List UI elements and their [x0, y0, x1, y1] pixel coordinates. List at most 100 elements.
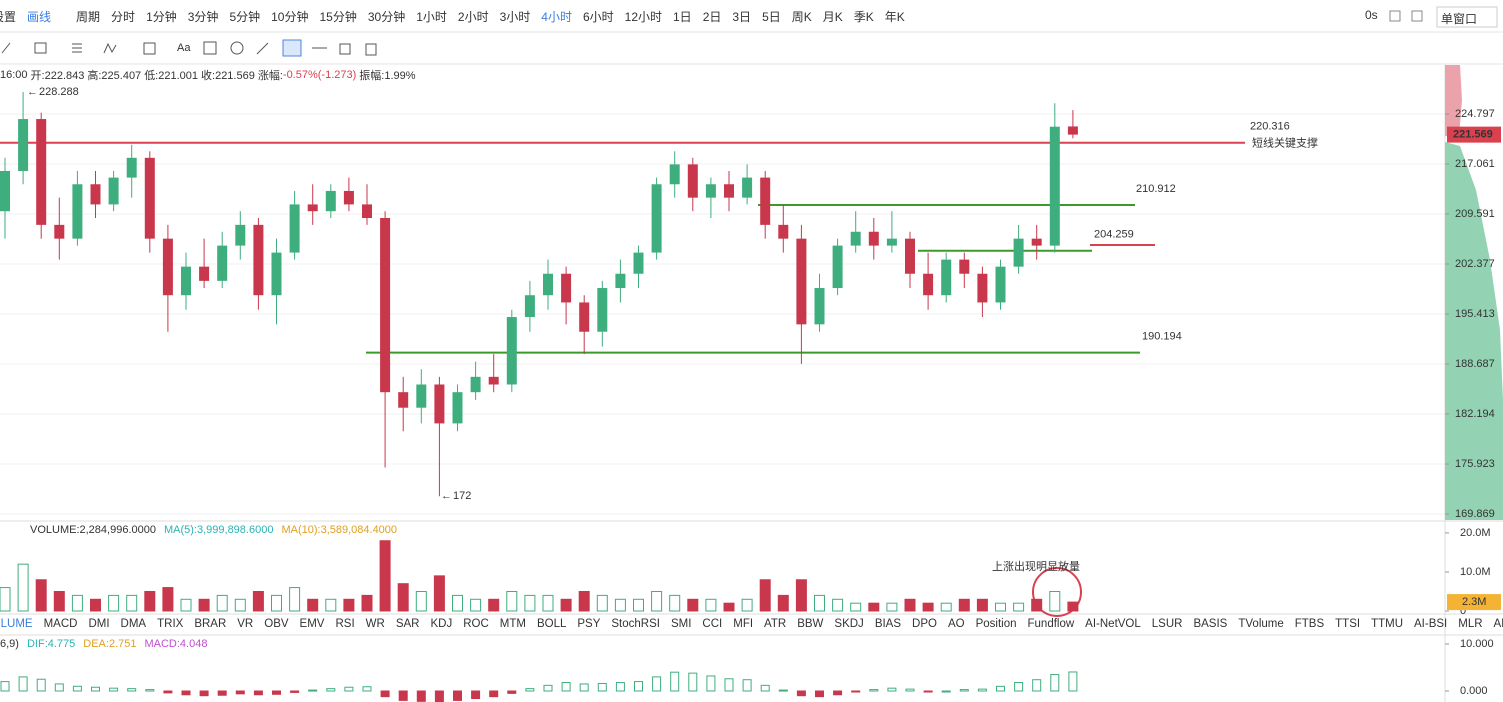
candle-body — [434, 384, 445, 424]
indicator-tab[interactable]: AI-BSI — [1414, 618, 1448, 630]
indicator-tab[interactable]: MTM — [499, 618, 526, 630]
indicator-tab[interactable]: MLR — [1458, 618, 1483, 630]
indicator-tab[interactable]: WR — [365, 618, 385, 630]
indicator-tab[interactable]: BASIS — [1193, 618, 1228, 630]
info-high: 高:225.407 — [87, 70, 142, 82]
period-option[interactable]: 3小时 — [499, 10, 531, 24]
indicator-tab[interactable]: DMA — [120, 618, 147, 630]
macd-bar — [362, 686, 372, 692]
indicator-tab[interactable]: SKDJ — [834, 618, 864, 630]
period-option[interactable]: 2日 — [702, 10, 722, 24]
period-option[interactable]: 年K — [884, 10, 905, 24]
tool-icons — [1, 39, 377, 57]
indicator-tab[interactable]: BBW — [797, 618, 824, 630]
period-option[interactable]: 1日 — [673, 10, 692, 24]
volume-ma5: MA(5):3,999,898.6000 — [163, 524, 274, 536]
indicator-tab[interactable]: PSY — [577, 618, 601, 630]
indicator-tab[interactable]: StochRSI — [611, 618, 660, 630]
indicator-tab[interactable]: CCI — [702, 618, 723, 630]
indicator-tab[interactable]: BIAS — [874, 618, 902, 630]
period-option[interactable]: 分时 — [111, 10, 136, 24]
macd-bar — [145, 689, 155, 692]
indicator-tab[interactable]: Fundflow — [1027, 618, 1075, 630]
indicator-tab[interactable]: AO — [947, 618, 965, 630]
period-option[interactable]: 5分钟 — [229, 10, 261, 24]
period-option[interactable]: 周K — [791, 10, 812, 24]
indicator-tab[interactable]: BOLL — [536, 618, 567, 630]
volume-bar — [90, 598, 101, 612]
refresh[interactable]: 0s — [1365, 8, 1378, 22]
high-arrow: ← — [27, 86, 38, 98]
indicator-tab[interactable]: Position — [975, 618, 1017, 630]
period-option[interactable]: 月K — [822, 10, 843, 24]
indicator-tab[interactable]: TTSI — [1335, 618, 1361, 630]
indicator-tab[interactable]: TTMU — [1371, 618, 1403, 630]
window-select-box[interactable] — [1436, 6, 1498, 28]
level-label: 220.316 — [1250, 121, 1290, 133]
indicator-tab[interactable]: EMV — [299, 618, 325, 630]
period-option[interactable]: 3分钟 — [187, 10, 219, 24]
info-change_label: 涨幅: — [257, 70, 283, 82]
indicator-tab[interactable]: VR — [237, 618, 254, 630]
draw-button[interactable]: 画线 — [27, 10, 52, 24]
indicator-tabs: VOLUME MACD DMI DMA TRIX BRAR VR OBV EMV RSI WR SAR… — [0, 618, 1503, 630]
indicator-tab[interactable]: FTBS — [1294, 618, 1325, 630]
candle-body — [416, 384, 427, 408]
indicator-tab[interactable]: DPO — [912, 618, 937, 630]
indicator-tab[interactable]: MACD — [43, 618, 78, 630]
candle-body — [343, 190, 354, 205]
macd-bar — [760, 684, 770, 692]
candle-body — [995, 266, 1006, 303]
indicator-tab[interactable]: SMI — [670, 618, 692, 630]
macd-bar — [453, 690, 462, 701]
indicator-tab[interactable]: LSUR — [1151, 618, 1183, 630]
period-label[interactable]: 周期 — [76, 10, 101, 24]
indicator-tab[interactable]: TRIX — [157, 618, 184, 630]
period-option[interactable]: 4小时 — [541, 10, 572, 24]
y-tick-label: 169.869 — [1455, 508, 1495, 520]
indicator-tab[interactable]: VOLUME — [0, 618, 33, 630]
candle-body — [380, 218, 391, 393]
indicator-tab[interactable]: AI-NetVOL — [1085, 618, 1141, 630]
candle-body — [362, 204, 372, 219]
indicator-tab[interactable]: MFI — [733, 618, 754, 630]
macd-bar — [996, 685, 1005, 692]
volume-bar — [198, 598, 210, 612]
volume-bar — [596, 594, 608, 612]
volume-bar — [723, 602, 735, 612]
candle-body — [253, 224, 264, 296]
candle-body — [778, 224, 789, 239]
indicator-tab[interactable]: OBV — [264, 618, 289, 630]
volume-bar — [741, 598, 753, 612]
period-option[interactable]: 10分钟 — [271, 10, 309, 24]
y-tick-label: 10.0M — [1460, 566, 1491, 578]
period-option[interactable]: 季K — [853, 10, 874, 24]
indicator-tab[interactable]: ATR — [764, 618, 787, 630]
period-option[interactable]: 1分钟 — [146, 10, 177, 24]
macd-bar — [217, 690, 227, 696]
period-option[interactable]: 12小时 — [624, 10, 662, 24]
period-option[interactable]: 15分钟 — [319, 10, 357, 24]
volume-bar — [216, 594, 228, 612]
info-close: 收:221.569 — [201, 70, 255, 82]
period-option[interactable]: 2小时 — [457, 10, 489, 24]
indicator-tab[interactable]: SAR — [395, 618, 420, 630]
indicator-tab[interactable]: RSI — [335, 618, 355, 630]
text-tool[interactable]: Aa — [177, 42, 191, 54]
indicator-tab[interactable]: AI-PD — [1493, 618, 1503, 630]
candle-body — [271, 252, 282, 296]
indicator-tab[interactable]: ROC — [463, 618, 489, 630]
settings-button[interactable]: 设置 — [0, 10, 17, 24]
period-option[interactable]: 1小时 — [416, 10, 447, 24]
period-option[interactable]: 6小时 — [582, 10, 614, 24]
indicator-tab[interactable]: KDJ — [430, 618, 453, 630]
indicator-tab[interactable]: BRAR — [194, 618, 227, 630]
candle-body — [162, 238, 173, 296]
window-select[interactable]: 单窗口 — [1441, 12, 1478, 26]
indicator-tab[interactable]: TVolume — [1238, 618, 1284, 630]
volume-bar — [415, 590, 427, 612]
period-option[interactable]: 30分钟 — [367, 10, 406, 24]
period-option[interactable]: 3日 — [732, 10, 752, 24]
indicator-tab[interactable]: DMI — [88, 618, 110, 630]
period-option[interactable]: 5日 — [762, 10, 781, 24]
